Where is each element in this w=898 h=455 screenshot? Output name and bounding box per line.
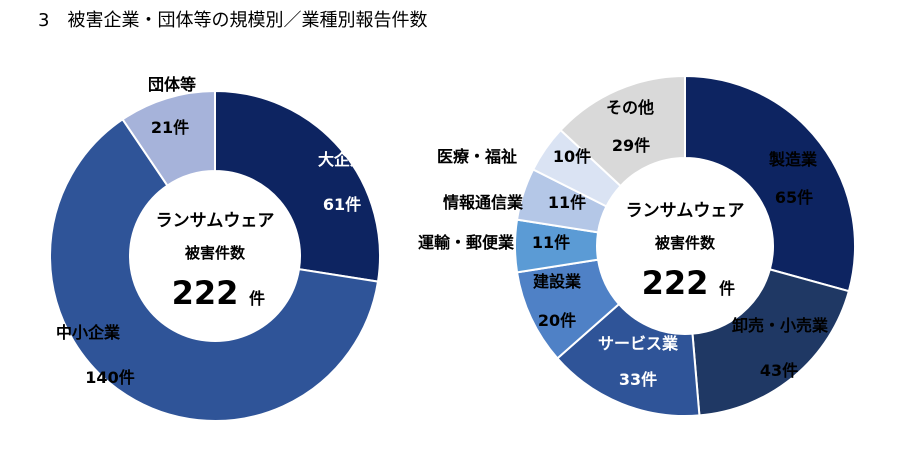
slice-count-label: 29件 xyxy=(612,136,650,155)
center-title: ランサムウェア xyxy=(626,201,745,221)
slice-count-label: 10件 xyxy=(553,147,591,166)
slice-count-label: 11件 xyxy=(532,233,570,252)
slice-name-label: サービス業 xyxy=(598,334,679,353)
slice-count-label: 33件 xyxy=(619,370,657,389)
slice-name-label: その他 xyxy=(606,98,654,117)
slice-name-label: 情報通信業 xyxy=(443,193,524,212)
page-title: 3 被害企業・団体等の規模別／業種別報告件数 xyxy=(38,10,428,31)
slice-count-label: 20件 xyxy=(538,311,576,330)
slice-count-label: 43件 xyxy=(760,361,798,380)
slice-name-label: 大企業 xyxy=(318,150,367,169)
center-total-unit: 件 xyxy=(719,279,735,298)
slice-1-7 xyxy=(559,74,686,188)
slice-name-label: 団体等 xyxy=(148,75,196,94)
center-total-unit: 件 xyxy=(249,289,265,308)
slice-name-label: 建設業 xyxy=(533,272,582,291)
slice-0-2 xyxy=(121,89,216,187)
slice-count-label: 11件 xyxy=(548,193,586,212)
center-title: ランサムウェア xyxy=(156,211,275,231)
slice-name-label: 卸売・小売業 xyxy=(732,316,829,335)
center-subtitle: 被害件数 xyxy=(655,234,716,252)
slice-0-1 xyxy=(49,117,380,422)
slice-name-label: 運輸・郵便業 xyxy=(418,233,515,252)
slice-1-0 xyxy=(684,74,856,293)
center-subtitle: 被害件数 xyxy=(185,244,246,262)
slice-0-0 xyxy=(214,89,381,283)
slice-count-label: 21件 xyxy=(151,118,189,137)
slice-name-label: 中小企業 xyxy=(56,323,121,342)
slice-name-label: 製造業 xyxy=(768,150,818,169)
center-total-value: 222 xyxy=(642,264,709,302)
slice-count-label: 140件 xyxy=(85,368,134,387)
slice-1-1 xyxy=(691,268,851,417)
center-total-value: 222 xyxy=(172,274,239,312)
slice-name-label: 医療・福祉 xyxy=(437,147,517,166)
slice-count-label: 61件 xyxy=(323,195,361,214)
slice-count-label: 65件 xyxy=(775,188,813,207)
